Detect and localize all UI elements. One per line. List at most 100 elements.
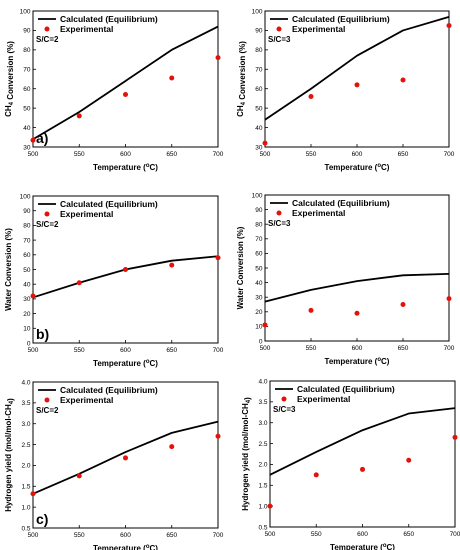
y-tick-label: 80 (255, 47, 263, 54)
data-point-experimental (262, 322, 268, 328)
x-tick-label: 500 (260, 151, 271, 158)
y-tick-label: 40 (23, 282, 31, 289)
x-tick-label: 700 (444, 151, 455, 158)
data-point-experimental (267, 503, 273, 509)
data-point-experimental (169, 262, 175, 268)
y-axis-label: CH4 Conversion (%) (4, 41, 15, 117)
y-tick-label: 2.5 (21, 442, 30, 449)
legend-marker-swatch (44, 211, 50, 217)
data-point-experimental (76, 280, 82, 286)
condition-label: S/C=2 (36, 220, 59, 229)
series-line-calculated (264, 272, 450, 303)
x-tick-label: 700 (444, 345, 455, 352)
y-tick-label: 50 (23, 105, 31, 112)
x-axis-label: Temperature (oC) (93, 163, 158, 172)
data-point-experimental (400, 77, 406, 83)
data-point-experimental (446, 23, 452, 29)
data-point-experimental (354, 310, 360, 316)
x-axis-label: Temperature (oC) (330, 543, 395, 550)
y-tick-label: 80 (23, 223, 31, 230)
x-tick-label: 500 (265, 531, 276, 538)
y-tick-label: 0.5 (21, 525, 30, 532)
y-tick-label: 0 (259, 338, 263, 345)
y-tick-label: 3.5 (21, 400, 30, 407)
y-tick-label: 10 (23, 326, 31, 333)
x-axis-label: Temperature (oC) (325, 357, 390, 366)
legend-label-experimental: Experimental (292, 24, 345, 34)
legend-label-calculated: Calculated (Equilibrium) (60, 14, 158, 24)
legend-marker-swatch (44, 397, 50, 403)
data-point-experimental (313, 472, 319, 478)
data-point-experimental (400, 302, 406, 307)
x-tick-label: 650 (398, 345, 409, 352)
data-point-experimental (76, 113, 82, 119)
condition-label: S/C=3 (273, 405, 296, 414)
legend-label-experimental: Experimental (292, 208, 345, 218)
y-tick-label: 2.0 (21, 463, 30, 470)
chart-panel-5: 0.5 1.0 1.5 2.0 2.5 3.0 3.5 4.0 500 550 600 650 700 T… (4, 379, 224, 550)
y-tick-label: 30 (23, 296, 31, 303)
x-tick-label: 650 (398, 151, 409, 158)
y-tick-label: 2.0 (258, 462, 267, 469)
data-point-experimental (30, 137, 36, 143)
legend-label-experimental: Experimental (60, 24, 113, 34)
data-point-experimental (123, 92, 128, 98)
condition-label: S/C=3 (268, 219, 291, 228)
y-tick-label: 10 (255, 324, 263, 331)
data-point-experimental (308, 307, 314, 313)
legend-label-calculated: Calculated (Equilibrium) (60, 385, 158, 395)
chart-panel-1: 30 40 50 60 70 80 90 100 500 550 600 650 700 Temperat… (4, 8, 224, 172)
x-tick-label: 600 (120, 347, 131, 354)
series-line-calculated (264, 15, 450, 121)
x-tick-label: 500 (28, 347, 39, 354)
y-tick-label: 4.0 (21, 379, 30, 386)
legend-label-calculated: Calculated (Equilibrium) (292, 14, 390, 24)
x-tick-label: 550 (74, 532, 85, 539)
y-axis-label: Water Conversion (%) (4, 228, 13, 311)
y-axis-label: Hydrogen yield (mol/mol-CH4) (4, 398, 15, 512)
y-tick-label: 40 (23, 125, 31, 132)
x-tick-label: 600 (120, 151, 131, 158)
legend-label-experimental: Experimental (60, 395, 113, 405)
x-tick-label: 600 (352, 345, 363, 352)
y-tick-label: 0.5 (258, 524, 267, 531)
y-tick-label: 3.0 (258, 420, 267, 427)
y-tick-label: 60 (255, 86, 263, 93)
panel-label: b) (36, 326, 49, 342)
y-tick-label: 80 (23, 47, 31, 54)
x-tick-label: 650 (403, 531, 414, 538)
data-point-experimental (360, 466, 365, 472)
series-line-calculated (32, 420, 219, 495)
legend-label-experimental: Experimental (297, 394, 350, 404)
data-point-experimental (169, 444, 175, 450)
data-point-experimental (452, 434, 458, 440)
y-axis-label: Hydrogen yield (mol/mol-CH4) (241, 397, 252, 511)
y-tick-label: 3.0 (21, 421, 30, 428)
x-tick-label: 500 (28, 151, 39, 158)
y-tick-label: 30 (23, 144, 31, 151)
y-tick-label: 50 (255, 265, 263, 272)
legend-marker-swatch (276, 26, 282, 32)
x-tick-label: 500 (28, 532, 39, 539)
legend-marker-swatch (281, 396, 287, 402)
y-tick-label: 2.5 (258, 441, 267, 448)
y-tick-label: 90 (255, 28, 263, 35)
data-point-experimental (215, 55, 221, 61)
y-tick-label: 70 (255, 67, 263, 74)
x-tick-label: 550 (74, 347, 85, 354)
y-tick-label: 80 (255, 222, 263, 229)
y-tick-label: 1.5 (21, 484, 30, 491)
series-line-calculated (269, 407, 456, 476)
condition-label: S/C=2 (36, 35, 59, 44)
y-tick-label: 90 (23, 28, 31, 35)
chart-panel-4: 0 10 20 30 40 50 60 70 80 90 100 500 550 600 650 700 Tem… (236, 192, 455, 366)
y-axis-label: CH4 Conversion (%) (236, 41, 247, 117)
panel-label: c) (36, 511, 48, 527)
data-point-experimental (354, 82, 360, 88)
x-tick-label: 650 (166, 347, 177, 354)
legend-label-calculated: Calculated (Equilibrium) (292, 198, 390, 208)
legend-label-calculated: Calculated (Equilibrium) (297, 384, 395, 394)
x-tick-label: 500 (260, 345, 271, 352)
y-tick-label: 40 (255, 125, 263, 132)
